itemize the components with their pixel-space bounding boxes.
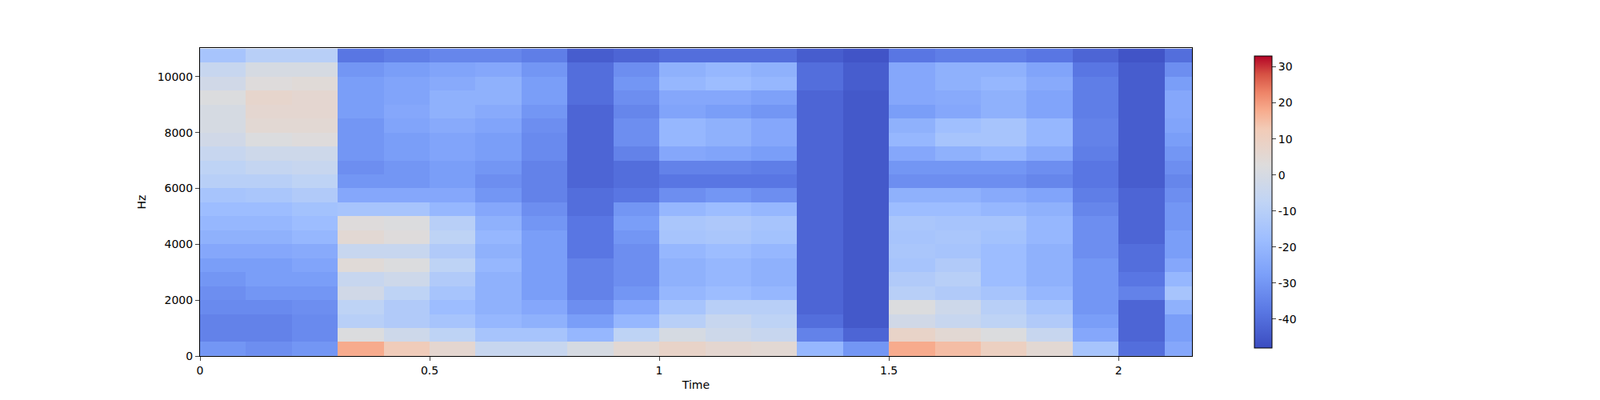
svg-text:Hz: Hz: [135, 195, 148, 210]
svg-text:2: 2: [1115, 364, 1123, 377]
svg-text:-10: -10: [1278, 204, 1297, 218]
svg-text:8000: 8000: [164, 126, 194, 140]
svg-text:20: 20: [1278, 96, 1293, 109]
svg-text:1.5: 1.5: [880, 364, 898, 377]
svg-text:10: 10: [1278, 132, 1293, 146]
svg-text:0: 0: [196, 364, 204, 377]
svg-text:1: 1: [656, 364, 664, 377]
svg-text:0: 0: [1278, 168, 1286, 182]
svg-text:0: 0: [185, 349, 193, 363]
svg-text:10000: 10000: [157, 70, 194, 84]
svg-text:30: 30: [1278, 60, 1293, 73]
svg-text:0.5: 0.5: [420, 364, 439, 377]
svg-text:6000: 6000: [164, 181, 194, 195]
svg-text:-20: -20: [1278, 240, 1297, 254]
svg-text:-40: -40: [1278, 312, 1297, 326]
svg-text:2000: 2000: [164, 293, 194, 307]
svg-text:4000: 4000: [164, 237, 194, 251]
svg-text:Time: Time: [681, 378, 710, 392]
svg-text:-30: -30: [1278, 276, 1297, 290]
